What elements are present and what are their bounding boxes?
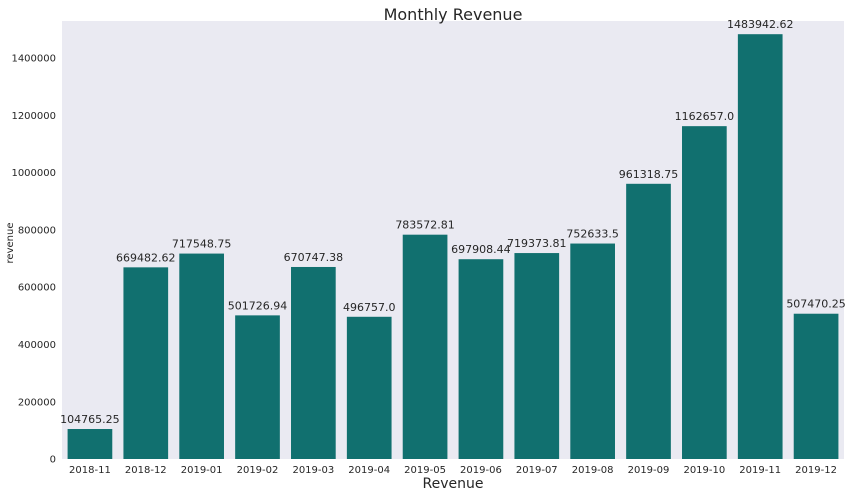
bar-value-label: 669482.62 [116,251,176,264]
bar-2019-05 [402,234,448,459]
x-tick-label: 2019-11 [739,465,781,476]
x-tick-label: 2019-08 [572,465,614,476]
bar-value-label: 961318.75 [619,168,679,181]
x-tick-label: 2019-12 [795,465,837,476]
bar-value-label: 783572.81 [395,219,455,232]
y-tick-label: 200000 [18,397,56,408]
x-tick-label: 2018-12 [125,465,167,476]
bar-2019-02 [235,315,280,459]
bar-value-label: 496757.0 [343,301,396,314]
chart-title: Monthly Revenue [384,5,523,24]
bar-2019-07 [514,253,560,459]
x-tick-label: 2019-06 [460,465,502,476]
x-tick-label: 2018-11 [69,465,111,476]
x-tick-label: 2019-02 [237,465,279,476]
bar-2019-10 [682,126,727,459]
bar-value-label: 1162657.0 [675,110,735,123]
bar-2019-04 [346,316,392,459]
y-tick-label: 1400000 [11,54,56,65]
x-tick-labels: 2018-11 2018-12 2019-01 2019-02 2019-03 2019-… [69,465,837,476]
bar-value-label: 717548.75 [172,238,232,251]
x-tick-label: 2019-01 [181,465,223,476]
bar-value-label: 697908.44 [451,243,511,256]
bar-value-label: 670747.38 [284,251,344,264]
x-tick-label: 2019-09 [628,465,670,476]
x-axis-label: Revenue [423,476,484,492]
bar-value-label: 501726.94 [228,299,288,312]
bar-2019-01 [179,253,224,459]
y-tick-label: 400000 [18,340,56,351]
x-tick-label: 2019-05 [404,465,446,476]
y-tick-labels: 0 200000 400000 600000 800000 1000000 1200000 1… [11,54,56,466]
x-tick-label: 2019-10 [683,465,725,476]
bar-2018-11 [67,429,113,459]
y-tick-label: 600000 [18,283,56,294]
x-tick-label: 2019-03 [292,465,334,476]
x-tick-label: 2019-04 [348,465,390,476]
bar-value-label: 752633.5 [566,228,619,241]
x-tick-label: 2019-07 [516,465,558,476]
y-axis-label: revenue [5,223,16,264]
bar-2019-06 [458,259,504,459]
bar-value-label: 719373.81 [507,237,567,250]
y-tick-label: 1200000 [11,111,56,122]
bar-value-label: 104765.25 [60,413,120,426]
bar-2019-11 [737,34,783,459]
bar-2019-09 [626,183,671,460]
bar-2019-08 [570,243,615,459]
bar-2019-12 [793,313,839,459]
y-tick-label: 800000 [18,225,56,236]
bar-value-label: 507470.25 [786,298,846,311]
bar-value-label: 1483942.62 [727,18,793,31]
bar-2018-12 [123,267,169,459]
y-tick-label: 0 [50,455,56,466]
bar-2019-03 [291,266,336,459]
y-tick-label: 1000000 [11,168,56,179]
bars-group [67,34,839,460]
